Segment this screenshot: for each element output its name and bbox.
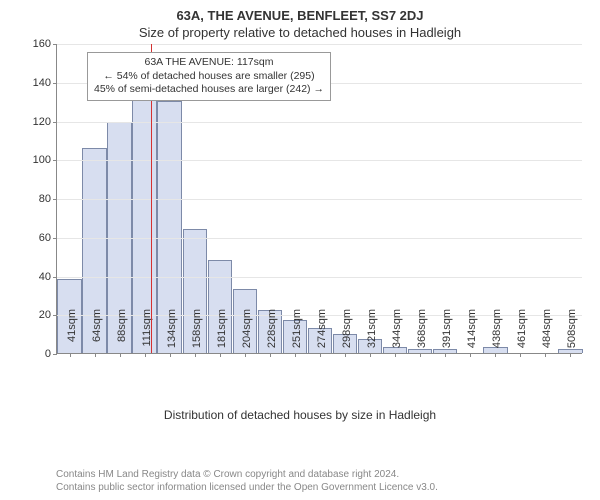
ytick-label: 40 — [39, 271, 57, 283]
xtick-label: 321sqm — [366, 309, 378, 359]
xtick-label: 461sqm — [516, 309, 528, 359]
xtick-label: 344sqm — [391, 309, 403, 359]
plot-area: 02040608010012014016041sqm64sqm88sqm111s… — [56, 44, 582, 354]
xtick-label: 41sqm — [66, 309, 78, 359]
gridline — [57, 199, 582, 200]
annotation-line: ← 54% of detached houses are smaller (29… — [94, 70, 324, 84]
annotation-line: 45% of semi-detached houses are larger (… — [94, 83, 324, 97]
ytick-label: 80 — [39, 193, 57, 205]
xtick-label: 251sqm — [291, 309, 303, 359]
gridline — [57, 44, 582, 45]
annotation-line: 63A THE AVENUE: 117sqm — [94, 56, 324, 70]
xtick-label: 391sqm — [441, 309, 453, 359]
gridline — [57, 160, 582, 161]
xtick-label: 484sqm — [541, 309, 553, 359]
annotation-box: 63A THE AVENUE: 117sqm← 54% of detached … — [87, 52, 331, 101]
xtick-label: 181sqm — [216, 309, 228, 359]
ytick-label: 160 — [33, 38, 57, 50]
xtick-label: 88sqm — [116, 309, 128, 359]
gridline — [57, 122, 582, 123]
xtick-label: 204sqm — [241, 309, 253, 359]
xtick-label: 438sqm — [491, 309, 503, 359]
gridline — [57, 238, 582, 239]
ytick-label: 100 — [33, 154, 57, 166]
credit-line-1: Contains HM Land Registry data © Crown c… — [56, 468, 438, 481]
credit-line-2: Contains public sector information licen… — [56, 481, 438, 494]
xtick-label: 228sqm — [266, 309, 278, 359]
xtick-label: 158sqm — [191, 309, 203, 359]
xtick-label: 508sqm — [566, 309, 578, 359]
ytick-label: 60 — [39, 232, 57, 244]
xtick-label: 298sqm — [341, 309, 353, 359]
chart-container: Number of detached properties 0204060801… — [0, 44, 600, 424]
ytick-label: 0 — [45, 348, 57, 360]
page-title: 63A, THE AVENUE, BENFLEET, SS7 2DJ — [0, 0, 600, 23]
xtick-label: 368sqm — [416, 309, 428, 359]
xtick-label: 64sqm — [91, 309, 103, 359]
ytick-label: 120 — [33, 116, 57, 128]
ytick-label: 20 — [39, 309, 57, 321]
gridline — [57, 277, 582, 278]
xtick-label: 134sqm — [166, 309, 178, 359]
xtick-label: 414sqm — [466, 309, 478, 359]
ytick-label: 140 — [33, 77, 57, 89]
page-subtitle: Size of property relative to detached ho… — [0, 23, 600, 40]
x-axis-label: Distribution of detached houses by size … — [0, 408, 600, 422]
xtick-label: 274sqm — [316, 309, 328, 359]
credits: Contains HM Land Registry data © Crown c… — [56, 468, 438, 494]
